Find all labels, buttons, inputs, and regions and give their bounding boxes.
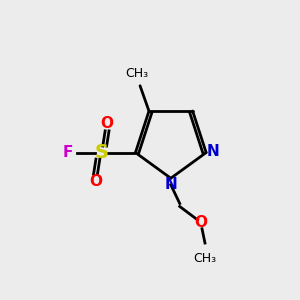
Text: CH₃: CH₃ [125, 68, 148, 80]
Text: O: O [100, 116, 113, 131]
Text: O: O [194, 215, 207, 230]
Text: S: S [94, 143, 108, 162]
Text: N: N [206, 144, 219, 159]
Text: F: F [63, 145, 73, 160]
Text: N: N [164, 177, 177, 192]
Text: CH₃: CH₃ [194, 252, 217, 265]
Text: O: O [89, 174, 102, 189]
